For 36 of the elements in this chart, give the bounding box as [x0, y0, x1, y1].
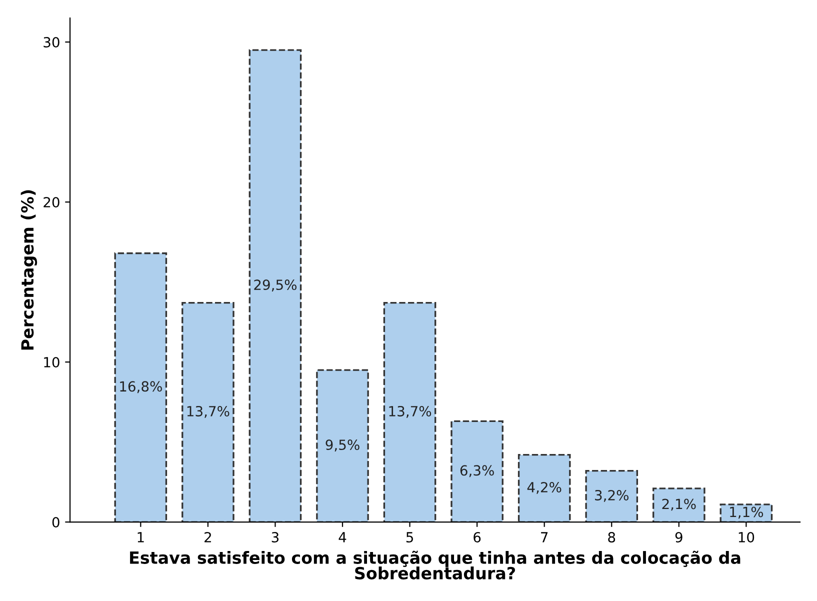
bar: [585, 470, 638, 522]
y-tick-label: 20: [44, 197, 60, 208]
data-label: 13,7%: [187, 406, 230, 418]
x-tick-label: 2: [204, 532, 211, 542]
x-tick-label: 6: [474, 532, 481, 542]
x-tick-label: 9: [675, 532, 682, 542]
bar: [114, 252, 168, 522]
data-label: 6,3%: [460, 465, 494, 478]
bar: [383, 302, 436, 522]
bar: [182, 302, 234, 522]
x-tick-label: 5: [406, 532, 413, 542]
bar: [652, 488, 706, 522]
bar: [248, 49, 302, 522]
x-tick-label: 3: [272, 532, 279, 542]
x-tick-label: 4: [338, 532, 346, 542]
x-tick-label: 10: [738, 532, 754, 542]
bar: [720, 504, 773, 522]
y-axis-title: Percentagem (%): [20, 190, 38, 350]
x-tick-label: 7: [541, 532, 548, 542]
bar: [518, 454, 571, 522]
x-tick-label: 8: [608, 532, 616, 542]
x-tick-label: 1: [138, 532, 144, 542]
y-tick-label: 10: [44, 357, 60, 368]
data-label: 29,5%: [254, 280, 297, 292]
data-label: 3,2%: [595, 490, 628, 502]
data-label: 1,1%: [730, 506, 764, 519]
y-tick-label: 0: [52, 516, 60, 528]
x-axis-title: Estava satisfeito com a situação que tinha antes da colocação da Sobredentadura?: [130, 550, 740, 580]
bar: [450, 420, 504, 522]
bar: [316, 369, 369, 522]
y-tick-label: 30: [44, 37, 60, 48]
data-label: 16,8%: [120, 381, 162, 394]
data-label: 2,1%: [662, 498, 696, 511]
data-label: 4,2%: [527, 482, 562, 494]
data-label: 13,7%: [389, 406, 432, 418]
data-label: 9,5%: [326, 440, 360, 452]
